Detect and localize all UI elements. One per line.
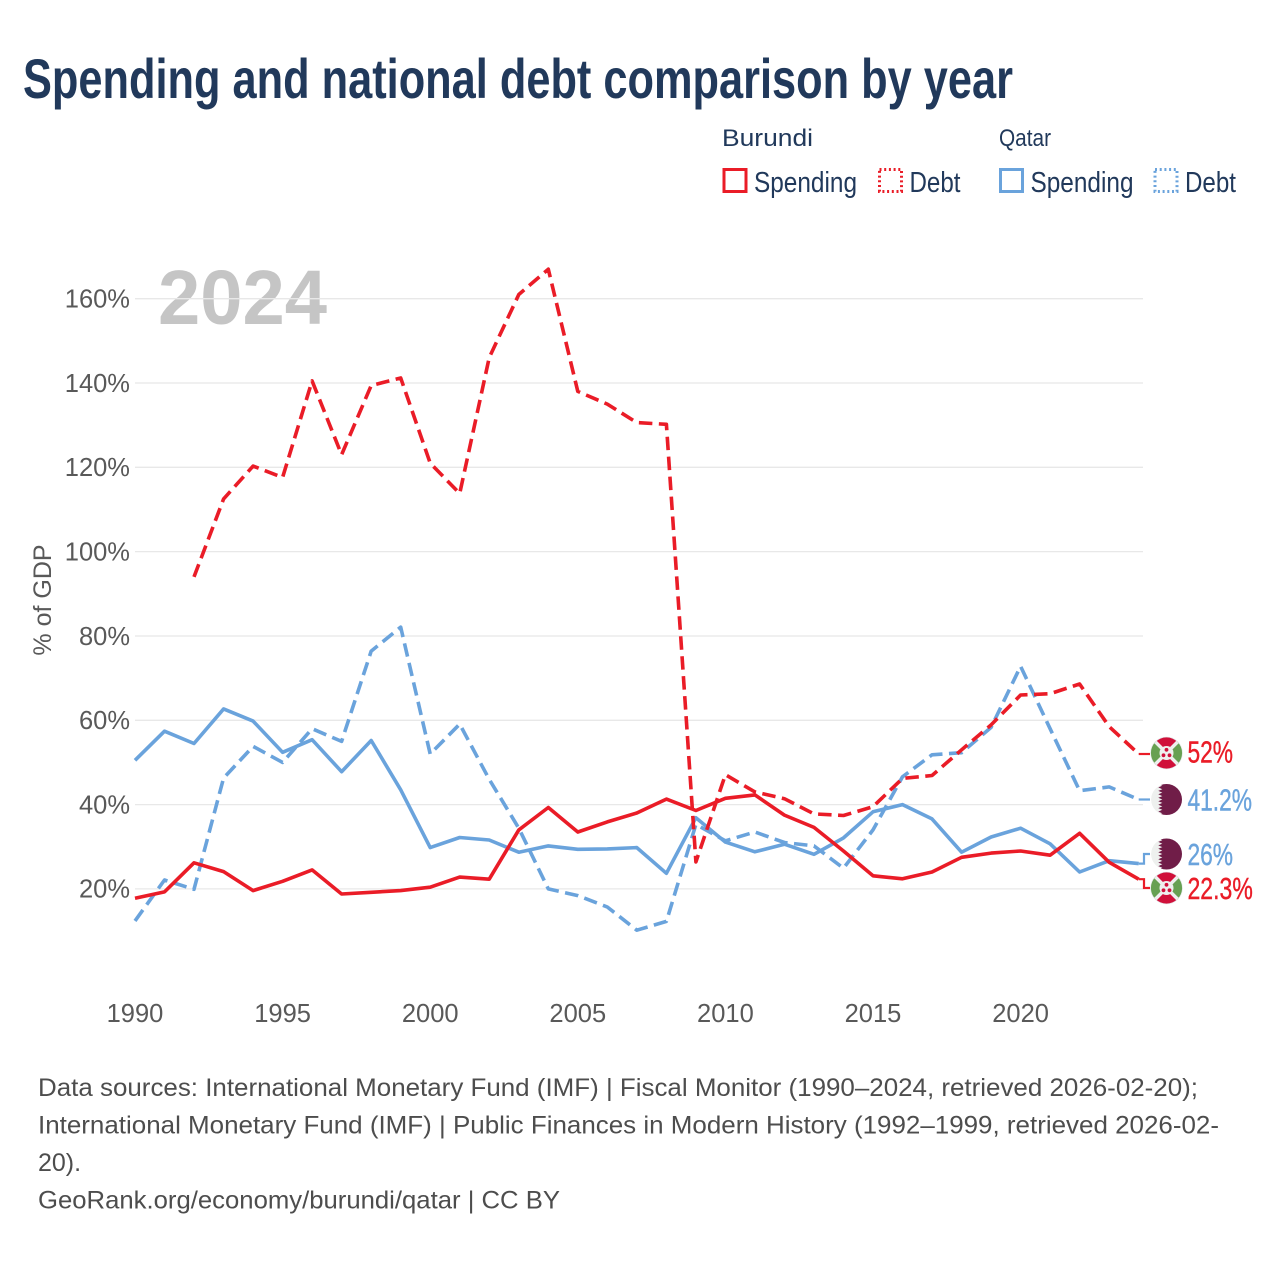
- svg-text:120%: 120%: [65, 454, 130, 482]
- svg-text:2005: 2005: [549, 1000, 606, 1028]
- svg-text:Spending: Spending: [754, 167, 857, 199]
- svg-text:2024: 2024: [158, 255, 327, 341]
- svg-text:Spending: Spending: [1031, 167, 1134, 199]
- svg-text:% of GDP: % of GDP: [29, 544, 57, 655]
- svg-text:International Monetary Fund (I: International Monetary Fund (IMF) | Publ…: [38, 1112, 1219, 1140]
- svg-text:2015: 2015: [845, 1000, 902, 1028]
- svg-text:80%: 80%: [79, 623, 130, 651]
- svg-text:Qatar: Qatar: [999, 125, 1051, 152]
- svg-text:20%: 20%: [79, 876, 130, 904]
- svg-text:52%: 52%: [1188, 735, 1234, 770]
- svg-text:26%: 26%: [1188, 837, 1234, 872]
- svg-text:2020: 2020: [992, 1000, 1049, 1028]
- svg-text:60%: 60%: [79, 707, 130, 735]
- svg-text:40%: 40%: [79, 791, 130, 819]
- svg-text:41.2%: 41.2%: [1188, 783, 1253, 818]
- svg-text:2000: 2000: [402, 1000, 459, 1028]
- svg-text:1995: 1995: [254, 1000, 311, 1028]
- svg-text:Spending and national debt com: Spending and national debt comparison by…: [23, 47, 1013, 110]
- svg-text:Debt: Debt: [1185, 167, 1236, 199]
- svg-text:100%: 100%: [65, 538, 130, 566]
- svg-text:GeoRank.org/economy/burundi/qa: GeoRank.org/economy/burundi/qatar | CC B…: [38, 1187, 560, 1215]
- svg-text:Debt: Debt: [910, 167, 961, 199]
- svg-text:140%: 140%: [65, 370, 130, 398]
- svg-text:1990: 1990: [107, 1000, 164, 1028]
- svg-text:2010: 2010: [697, 1000, 754, 1028]
- svg-text:22.3%: 22.3%: [1188, 871, 1253, 906]
- svg-text:20).: 20).: [38, 1149, 81, 1177]
- svg-text:Burundi: Burundi: [722, 125, 813, 152]
- svg-text:160%: 160%: [65, 286, 130, 314]
- svg-text:Data sources: International Mo: Data sources: International Monetary Fun…: [38, 1074, 1198, 1102]
